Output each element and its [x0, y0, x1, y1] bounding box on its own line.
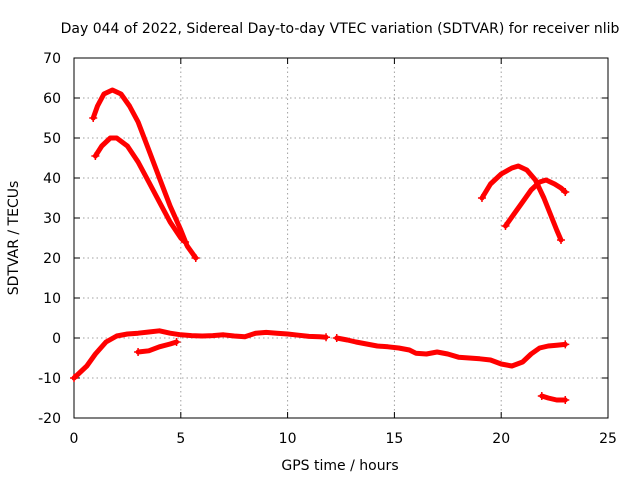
axis-ticks: 0 5 10 15 20 25 -20 -10 0 10 20 30 40 50 60 70	[38, 51, 617, 447]
y-tick-label: 30	[43, 211, 61, 227]
x-tick-label: 15	[385, 431, 403, 447]
series-line-arc-lower-morning	[92, 135, 188, 245]
series-endpoint-marker	[332, 334, 341, 342]
y-tick-label: 20	[43, 251, 61, 267]
series-line-short-segment	[135, 339, 179, 355]
y-tick-label: 50	[43, 131, 61, 147]
series-endpoint-marker	[537, 392, 546, 400]
series-endpoint-marker	[561, 340, 570, 349]
y-tick-label: 40	[43, 171, 61, 187]
y-axis-label: SDTVAR / TECUs	[6, 181, 22, 296]
x-tick-label: 10	[279, 431, 297, 447]
y-tick-label: -10	[38, 371, 61, 387]
y-tick-label: 60	[43, 91, 61, 107]
series-endpoint-marker	[181, 238, 190, 246]
series-line-tail-segment	[539, 393, 568, 403]
series-line-arc-upper-morning	[90, 87, 199, 261]
series-line-arc-evening-b	[503, 177, 568, 229]
series-endpoint-marker	[557, 236, 566, 244]
chart-title: Day 044 of 2022, Sidereal Day-to-day VTE…	[61, 21, 620, 37]
series-endpoint-marker	[89, 114, 98, 122]
y-tick-label: 0	[52, 331, 61, 347]
x-tick-label: 5	[176, 431, 185, 447]
series-endpoint-marker	[70, 374, 78, 382]
x-tick-label: 25	[599, 431, 617, 447]
series-endpoint-marker	[322, 333, 331, 342]
grid	[74, 58, 608, 418]
plot-frame	[73, 57, 609, 419]
series-endpoint-marker	[191, 254, 200, 262]
series-endpoint-marker	[172, 338, 181, 346]
series-line-baseline-afternoon	[334, 335, 568, 369]
x-tick-label: 20	[492, 431, 510, 447]
x-tick-label: 0	[70, 431, 79, 447]
series-endpoint-marker	[561, 396, 570, 404]
y-tick-label: 70	[43, 51, 61, 67]
x-axis-label: GPS time / hours	[281, 458, 398, 474]
series-endpoint-marker	[134, 348, 143, 356]
y-tick-label: 10	[43, 291, 61, 307]
series-endpoint-marker	[501, 222, 510, 230]
y-tick-label: -20	[38, 411, 61, 427]
series-endpoint-marker	[91, 152, 100, 160]
series-endpoint-marker	[477, 194, 486, 202]
series-line-arc-evening-a	[479, 163, 564, 243]
series-line-baseline-main	[71, 328, 329, 381]
series-endpoint-marker	[561, 188, 570, 196]
data-series	[70, 87, 570, 404]
